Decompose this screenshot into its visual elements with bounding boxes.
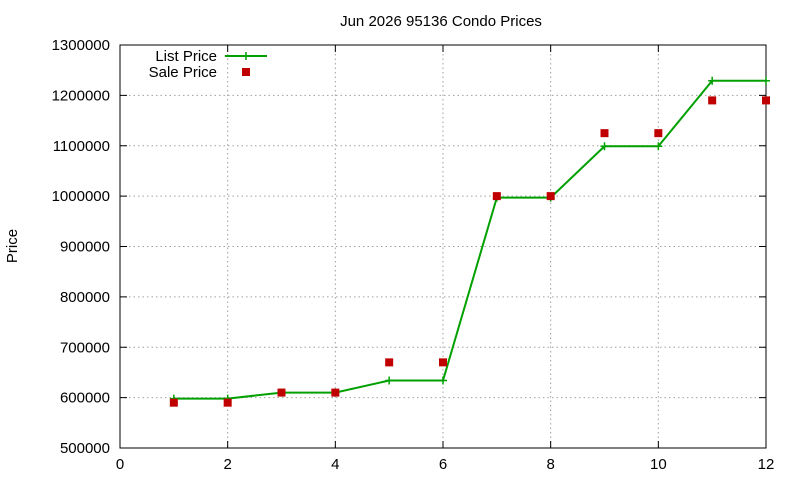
list-price-line: [173, 79, 766, 400]
sale-price-series: [169, 96, 770, 407]
sale-price-point: [546, 192, 555, 201]
y-tick-label: 600000: [60, 390, 110, 407]
x-tick-label: 10: [650, 456, 667, 473]
y-tick-label: 700000: [60, 339, 110, 356]
plot-frame: [119, 44, 767, 449]
chart-title: Jun 2026 95136 Condo Prices: [340, 13, 542, 30]
y-tick-label: 500000: [60, 440, 110, 457]
axis-tick-labels: 0 2 4 6 8 10 12 500000 600000 700000 800000 900000 1…: [52, 37, 775, 473]
legend-marker-sale-price: [242, 68, 250, 76]
x-tick-label: 6: [439, 456, 447, 473]
x-tick-label: 0: [116, 456, 124, 473]
legend-label-sale-price: Sale Price: [149, 64, 217, 81]
list-price-point: [385, 376, 394, 385]
sale-price-point: [762, 96, 770, 105]
sale-price-point: [492, 192, 501, 201]
grid-lines: [120, 45, 766, 448]
list-price-point: [708, 76, 717, 85]
sale-price-point: [331, 388, 340, 397]
y-tick-label: 1200000: [52, 87, 110, 104]
list-price-point: [439, 376, 447, 385]
legend-marker-list-price: [242, 52, 250, 60]
legend-label-list-price: List Price: [155, 48, 217, 65]
sale-price-point: [654, 129, 663, 138]
list-price-point: [762, 76, 770, 85]
list-price-series: [169, 76, 770, 403]
sale-price-point: [277, 388, 286, 397]
y-tick-label: 1000000: [52, 188, 110, 205]
y-tick-label: 800000: [60, 289, 110, 306]
x-tick-label: 8: [546, 456, 554, 473]
sale-price-point: [385, 358, 394, 367]
list-price-point: [654, 142, 663, 151]
y-tick-label: 1100000: [53, 138, 110, 155]
y-tick-label: 900000: [60, 239, 110, 256]
sale-price-point: [223, 398, 232, 407]
x-tick-label: 2: [223, 456, 231, 473]
x-tick-label: 12: [758, 456, 775, 473]
x-tick-label: 4: [331, 456, 339, 473]
y-axis-label: Price: [4, 229, 21, 263]
y-tick-label: 1300000: [52, 37, 110, 54]
sale-price-point: [708, 96, 717, 105]
list-price-point: [600, 142, 609, 151]
sale-price-point: [439, 358, 447, 367]
sale-price-point: [169, 398, 178, 407]
data-series: [169, 76, 770, 407]
sale-price-point: [600, 129, 609, 138]
